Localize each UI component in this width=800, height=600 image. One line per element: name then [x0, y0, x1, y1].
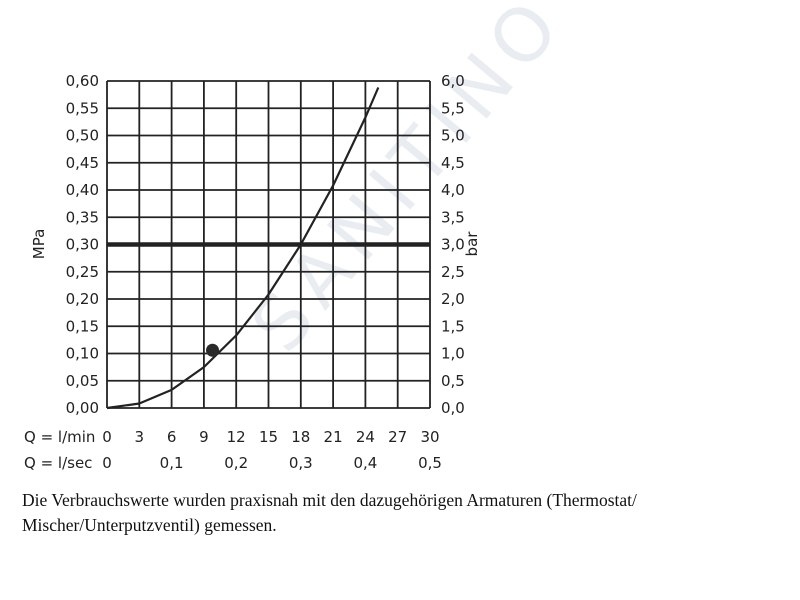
y-tick-left: 0,20	[66, 290, 99, 308]
y-tick-left: 0,10	[66, 345, 99, 363]
y-tick-right: 2,0	[441, 290, 465, 308]
y-tick-right: 4,0	[441, 181, 465, 199]
y-tick-right: 5,0	[441, 127, 465, 145]
y-tick-left: 0,25	[66, 263, 99, 281]
x-tick: 0,5	[418, 454, 442, 472]
y-axis-left-title: MPa	[30, 229, 48, 260]
y-tick-right: 0,0	[441, 399, 465, 417]
x-tick: 24	[356, 428, 375, 446]
x-tick: 3	[135, 428, 145, 446]
y-tick-right: 5,5	[441, 99, 465, 117]
x-row-label: Q = l/min	[24, 428, 95, 446]
x-tick: 27	[388, 428, 407, 446]
series-line	[106, 87, 380, 410]
y-tick-right: 6,0	[441, 72, 465, 90]
x-tick: 0,4	[353, 454, 377, 472]
y-axis-right-title: bar	[463, 231, 481, 257]
x-tick: 0	[102, 428, 112, 446]
chart-series	[106, 87, 430, 410]
y-tick-left: 0,55	[66, 99, 99, 117]
x-tick: 0	[102, 454, 112, 472]
x-tick: 12	[227, 428, 246, 446]
x-tick: 6	[167, 428, 177, 446]
x-row-label: Q = l/sec	[24, 454, 92, 472]
x-tick: 21	[324, 428, 343, 446]
y-tick-left: 0,00	[66, 399, 99, 417]
y-tick-right: 3,0	[441, 236, 465, 254]
x-tick: 30	[420, 428, 439, 446]
y-tick-right: 2,5	[441, 263, 465, 281]
y-tick-right: 3,5	[441, 208, 465, 226]
y-tick-left: 0,50	[66, 127, 99, 145]
x-tick: 18	[291, 428, 310, 446]
chart-caption: Die Verbrauchswerte wurden praxisnah mit…	[22, 490, 637, 535]
x-tick: 0,2	[224, 454, 248, 472]
y-tick-right: 1,0	[441, 345, 465, 363]
y-tick-left: 0,05	[66, 372, 99, 390]
operating-point-marker	[206, 343, 220, 357]
y-tick-left: 0,35	[66, 208, 99, 226]
y-tick-right: 1,5	[441, 317, 465, 335]
y-tick-left: 0,40	[66, 181, 99, 199]
y-tick-left: 0,45	[66, 154, 99, 172]
chart-ticks: 0,00 0,00,05 0,50,10 1,00,15 1,50,20 2,00,25 2…	[24, 72, 465, 472]
y-tick-right: 4,5	[441, 154, 465, 172]
x-tick: 15	[259, 428, 278, 446]
y-tick-left: 0,30	[66, 236, 99, 254]
x-tick: 0,1	[160, 454, 184, 472]
y-tick-right: 0,5	[441, 372, 465, 390]
y-tick-left: 0,15	[66, 317, 99, 335]
x-tick: 0,3	[289, 454, 313, 472]
y-tick-left: 0,60	[66, 72, 99, 90]
x-tick: 9	[199, 428, 209, 446]
